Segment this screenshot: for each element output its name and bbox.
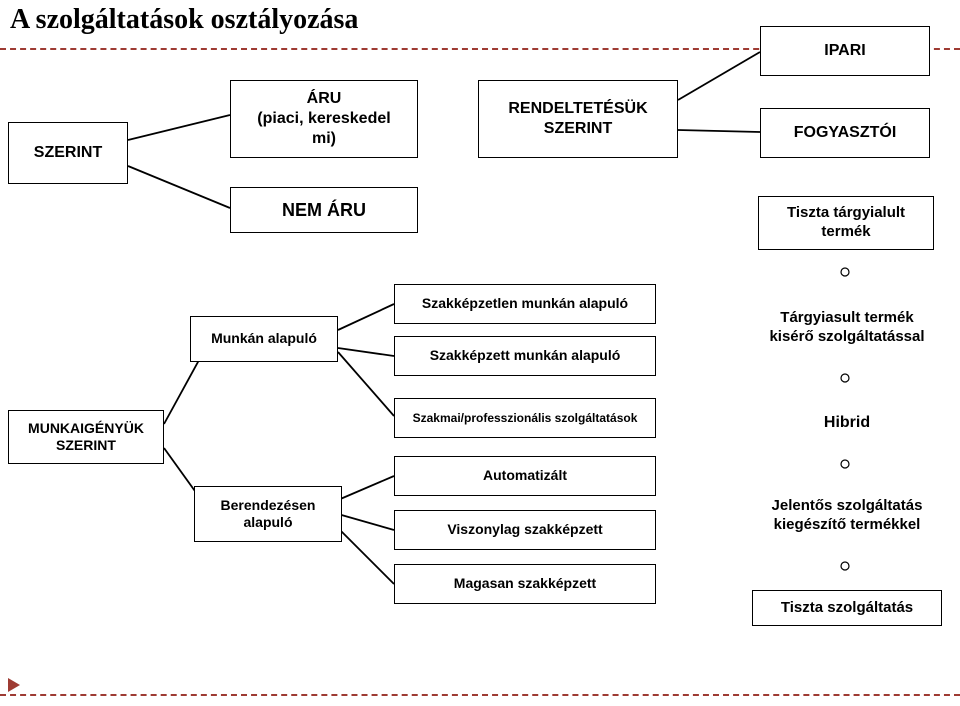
edge-berendezesen-magasan: [338, 528, 394, 584]
node-berendezesen: Berendezésen alapuló: [194, 486, 342, 542]
node-munkaigenyuk: MUNKAIGÉNYÜK SZERINT: [8, 410, 164, 464]
node-jelentos: Jelentős szolgáltatás kiegészítő termékk…: [752, 488, 942, 544]
edge-berendezesen-viszonylag: [338, 514, 394, 530]
node-tiszta_szolg: Tiszta szolgáltatás: [752, 590, 942, 626]
spectrum-dot-3: [841, 562, 849, 570]
node-ipari: IPARI: [760, 26, 930, 76]
divider-bottom: [0, 694, 960, 696]
spectrum-dot-1: [841, 374, 849, 382]
node-aru: ÁRU (piaci, kereskedel mi): [230, 80, 418, 158]
node-szakmai: Szakmai/professzionális szolgáltatások: [394, 398, 656, 438]
edge-szerint-aru: [128, 115, 230, 140]
edge-munkan-szakkepzett: [338, 348, 394, 356]
node-rendeltetes: RENDELTETÉSÜK SZERINT: [478, 80, 678, 158]
spectrum-dot-0: [841, 268, 849, 276]
node-magasan: Magasan szakképzett: [394, 564, 656, 604]
edge-rendeltetes-fogyasztoi: [678, 130, 760, 132]
node-nemaru: NEM ÁRU: [230, 187, 418, 233]
page-title: A szolgáltatások osztályozása: [10, 4, 358, 36]
edge-munkan-szakmai: [338, 352, 394, 416]
node-fogyasztoi: FOGYASZTÓI: [760, 108, 930, 158]
edge-munkan-szakkepzetlen: [338, 304, 394, 330]
node-szakkepzett: Szakképzett munkán alapuló: [394, 336, 656, 376]
corner-marker-icon: [8, 678, 24, 699]
node-targyiasult: Tárgyiasult termék kisérő szolgáltatássa…: [752, 300, 942, 356]
node-tiszta_termek: Tiszta tárgyialult termék: [758, 196, 934, 250]
edge-berendezesen-automatizalt: [338, 476, 394, 500]
node-hibrid: Hibrid: [752, 406, 942, 440]
node-automatizalt: Automatizált: [394, 456, 656, 496]
node-viszonylag: Viszonylag szakképzett: [394, 510, 656, 550]
edge-szerint-nemaru: [128, 166, 230, 208]
spectrum-dot-2: [841, 460, 849, 468]
node-munkan: Munkán alapuló: [190, 316, 338, 362]
node-szakkepzetlen: Szakképzetlen munkán alapuló: [394, 284, 656, 324]
node-szerint: SZERINT: [8, 122, 128, 184]
edge-rendeltetes-ipari: [678, 52, 760, 100]
